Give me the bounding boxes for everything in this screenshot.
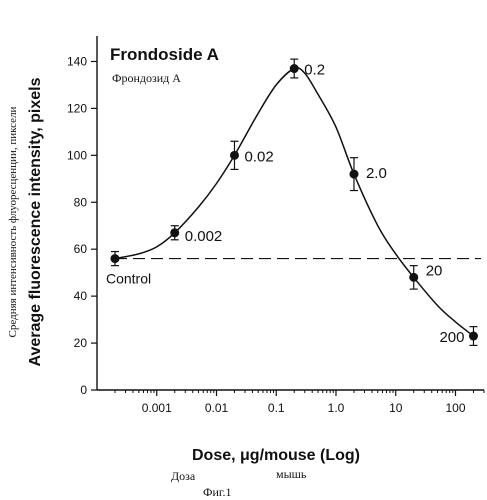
data-label: 200 [439, 329, 464, 346]
x-tick-label: 1.0 [328, 401, 345, 415]
y-tick-label: 120 [67, 101, 87, 115]
x-axis-label: Dose, μg/mouse (Log) [192, 447, 360, 464]
y-tick-label: 80 [74, 195, 88, 209]
y-axis-label-ru: Средняя интенсивность флуоресценции, пик… [7, 106, 19, 337]
data-point [349, 170, 358, 179]
y-tick-label: 60 [74, 242, 88, 256]
data-point [290, 64, 299, 73]
axes: 0 20 40 60 80 100 120 140 0.001 0.01 0.1 1.0 10 100 [67, 36, 484, 415]
y-tick-label: 20 [74, 336, 88, 350]
data-label: 0.2 [304, 62, 325, 79]
data-label: 2.0 [366, 165, 387, 182]
y-tick-label: 100 [67, 148, 87, 162]
y-axis-label: Average fluorescence intensity, pixels [27, 77, 44, 366]
data-point [409, 273, 418, 282]
chart-title: Frondoside A [110, 45, 219, 64]
y-tick-label: 40 [74, 289, 88, 303]
x-axis-label-ru-2: мышь [276, 467, 307, 481]
x-tick-label: 0.001 [142, 401, 172, 415]
data-point [170, 228, 179, 237]
data-point [469, 332, 478, 341]
x-tick-label: 100 [445, 401, 465, 415]
data-label: 20 [426, 262, 443, 279]
control-label: Control [106, 271, 151, 287]
y-tick-label: 0 [80, 383, 87, 397]
x-tick-label: 0.1 [268, 401, 285, 415]
data-label: 0.02 [244, 148, 273, 165]
figure-caption: Фиг.1 [203, 485, 231, 499]
data-label: 0.002 [185, 228, 223, 245]
dose-response-curve [115, 68, 474, 336]
curve-layer [115, 68, 474, 336]
y-tick-label: 140 [67, 54, 87, 68]
data-points: 0.002 0.02 0.2 2.0 20 200 [170, 59, 478, 346]
data-point [230, 151, 239, 160]
chart-subtitle: Фрондозид А [112, 71, 181, 85]
x-tick-label: 0.01 [205, 401, 229, 415]
x-axis-label-ru-1: Доза [171, 469, 196, 483]
x-tick-label: 10 [389, 401, 403, 415]
